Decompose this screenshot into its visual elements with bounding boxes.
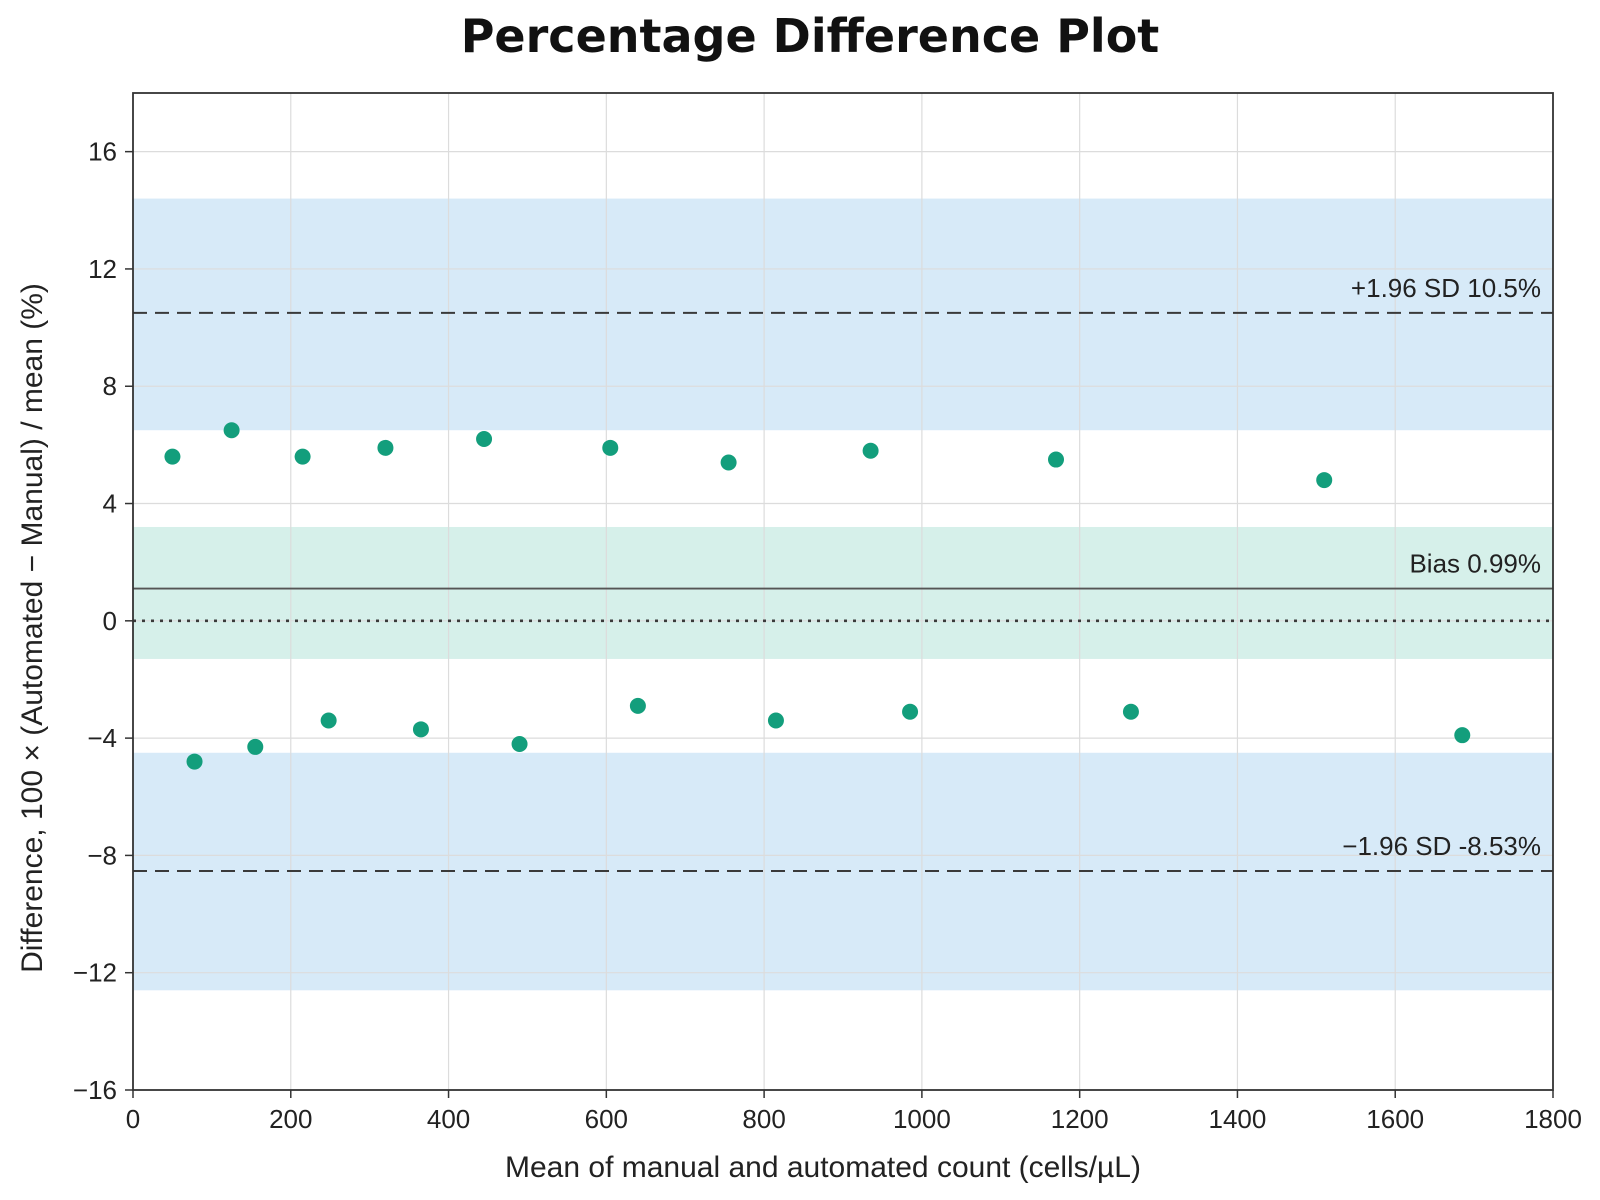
data-point-16 (767, 712, 784, 729)
data-point-11 (247, 738, 264, 755)
data-point-15 (629, 697, 646, 714)
data-point-5 (602, 439, 619, 456)
data-point-19 (1454, 727, 1471, 744)
plot-frame (132, 92, 1554, 1091)
x-tick-label-4: 800 (742, 1104, 785, 1134)
reference-label-bias: Bias 0.99% (1409, 549, 1541, 579)
x-tick-label-0: 0 (126, 1104, 140, 1134)
data-point-18 (1122, 703, 1139, 720)
y-tick-label-6: 8 (103, 371, 117, 401)
data-points (164, 422, 1471, 770)
x-tick-label-1: 200 (269, 1104, 312, 1134)
band-upper-loa-ci (133, 198, 1553, 431)
y-tick-label-5: 4 (103, 489, 117, 519)
x-tick-label-5: 1000 (893, 1104, 951, 1134)
axis-ticks: 0 200 400 600 800 1000 1200 1400 1600 1800 −16 −12 −… (73, 137, 1582, 1134)
grid-lines (133, 93, 1553, 1090)
x-tick-label-8: 1600 (1366, 1104, 1424, 1134)
data-point-3 (377, 439, 394, 456)
data-point-10 (186, 753, 203, 770)
confidence-bands (133, 198, 1553, 991)
y-tick-label-7: 12 (88, 254, 117, 284)
x-axis-label: Mean of manual and automated count (cell… (505, 1151, 1141, 1184)
band-bias-ci (133, 526, 1553, 659)
x-tick-label-7: 1400 (1209, 1104, 1267, 1134)
data-point-9 (1316, 472, 1333, 489)
reference-label-lower-loa: −1.96 SD -8.53% (1342, 831, 1541, 861)
data-point-4 (476, 431, 493, 448)
data-point-8 (1048, 451, 1064, 468)
data-point-13 (412, 721, 429, 738)
data-point-6 (720, 454, 737, 471)
y-tick-label-1: −12 (73, 958, 117, 988)
data-point-2 (294, 448, 311, 465)
x-tick-label-3: 600 (585, 1104, 628, 1134)
y-tick-label-8: 16 (88, 137, 117, 167)
y-tick-label-2: −8 (87, 840, 117, 870)
reference-label-upper-loa: +1.96 SD 10.5% (1351, 273, 1541, 303)
data-point-7 (862, 442, 879, 459)
x-tick-label-2: 400 (427, 1104, 470, 1134)
x-tick-label-6: 1200 (1051, 1104, 1109, 1134)
x-tick-label-9: 1800 (1524, 1104, 1582, 1134)
y-axis-label: Difference, 100 × (Automated − Manual) /… (16, 283, 49, 973)
data-point-12 (320, 712, 337, 729)
reference-lines: +1.96 SD 10.5% Bias 0.99% −1.96 SD -8.53% (133, 273, 1553, 872)
y-tick-label-4: 0 (103, 606, 117, 636)
chart-title: Percentage Difference Plot (461, 9, 1160, 63)
data-point-1 (223, 422, 240, 439)
y-tick-label-3: −4 (87, 723, 117, 753)
data-point-0 (164, 448, 181, 465)
data-point-17 (902, 703, 919, 720)
y-tick-label-0: −16 (73, 1075, 117, 1105)
data-point-14 (511, 735, 528, 752)
